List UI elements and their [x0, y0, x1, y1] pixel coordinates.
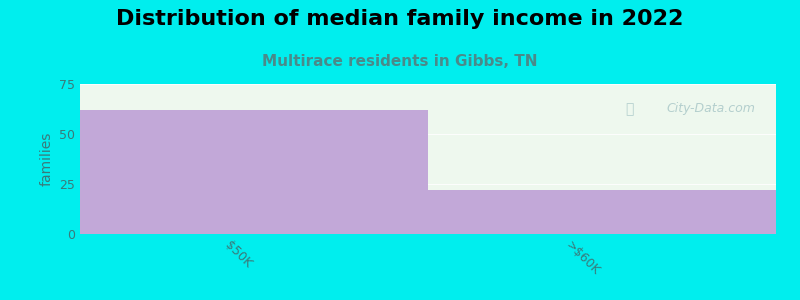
Bar [428, 190, 776, 234]
Text: City-Data.com: City-Data.com [666, 102, 755, 115]
Bar [80, 110, 428, 234]
Text: Distribution of median family income in 2022: Distribution of median family income in … [116, 9, 684, 29]
Y-axis label: families: families [39, 132, 54, 186]
Text: Ⓜ: Ⓜ [625, 102, 634, 116]
Text: Multirace residents in Gibbs, TN: Multirace residents in Gibbs, TN [262, 54, 538, 69]
